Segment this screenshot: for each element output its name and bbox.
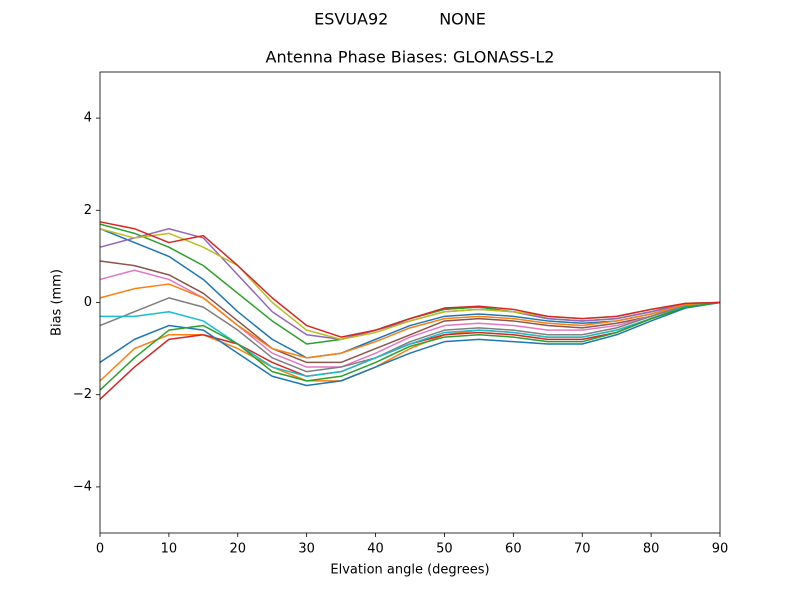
x-tick-label: 70 [574, 542, 591, 557]
y-tick-label: 0 [84, 295, 92, 310]
chart-title: Antenna Phase Biases: GLONASS-L2 [266, 48, 555, 67]
suptitle: ESVUA92 NONE [314, 10, 486, 29]
x-tick-label: 60 [505, 542, 522, 557]
plot-area [99, 221, 721, 400]
series-line [99, 301, 721, 387]
x-tick-label: 30 [298, 542, 315, 557]
x-tick-label: 0 [96, 542, 104, 557]
x-tick-label: 10 [161, 542, 178, 557]
y-tick-label: −2 [73, 387, 92, 402]
x-tick-label: 90 [712, 542, 729, 557]
series-line [99, 297, 721, 373]
series-line [100, 301, 721, 378]
x-tick-label: 20 [230, 542, 247, 557]
series-line [99, 260, 721, 364]
x-axis-label: Elvation angle (degrees) [330, 563, 489, 578]
series-line [99, 283, 721, 359]
y-tick-label: 4 [84, 111, 92, 126]
x-tick-label: 80 [643, 542, 660, 557]
y-tick-label: 2 [84, 203, 92, 218]
series-line [99, 301, 721, 391]
x-tick-label: 50 [436, 542, 453, 557]
y-tick-label: −4 [73, 479, 92, 494]
y-axis-label: Bias (mm) [50, 269, 65, 336]
x-tick-label: 40 [367, 542, 384, 557]
series-line [99, 221, 721, 338]
